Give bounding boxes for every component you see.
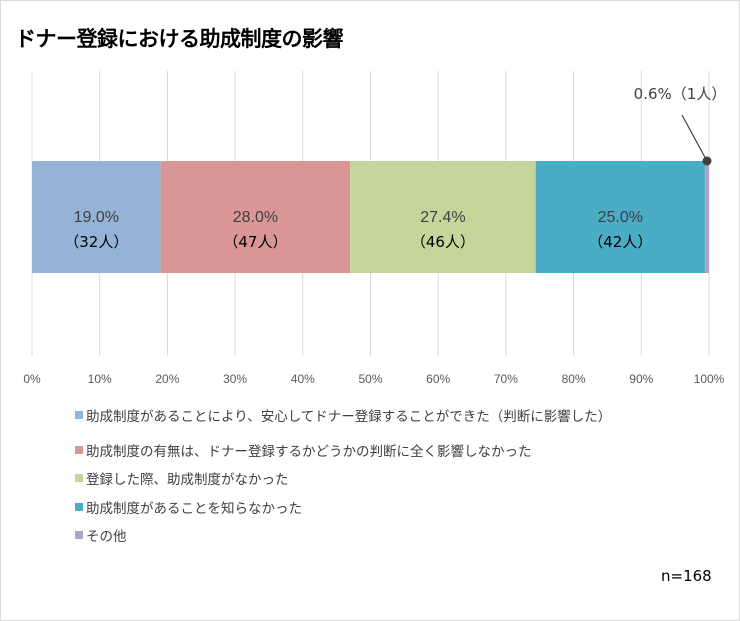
legend-swatch <box>75 474 83 482</box>
sample-size-note: n=168 <box>661 567 712 585</box>
legend-swatch <box>75 531 83 539</box>
legend-item: 登録した際、助成制度がなかった <box>75 468 289 488</box>
legend-label: 登録した際、助成制度がなかった <box>86 472 289 488</box>
data-label: 19.0% <box>74 209 119 226</box>
legend-swatch <box>75 446 83 454</box>
data-label: 0.6%（1人） <box>634 85 727 103</box>
leader-dot <box>702 156 712 166</box>
x-tick-label: 10% <box>88 372 112 386</box>
data-label: 28.0% <box>233 209 278 226</box>
x-tick-label: 30% <box>223 372 247 386</box>
legend-item: その他 <box>75 525 127 545</box>
count-label: （47人） <box>223 233 287 251</box>
x-tick-label: 90% <box>629 372 653 386</box>
bar-segment <box>160 161 351 273</box>
leader-line <box>681 114 708 162</box>
legend-item: 助成制度があることにより、安心してドナー登録することができた（判断に影響した） <box>75 405 611 425</box>
bar-segment <box>32 161 161 273</box>
x-tick-label: 60% <box>426 372 450 386</box>
legend-label: 助成制度があることにより、安心してドナー登録することができた（判断に影響した） <box>86 409 612 425</box>
data-label: 25.0% <box>598 209 643 226</box>
count-label: （46人） <box>411 233 475 251</box>
legend-item: 助成制度の有無は、ドナー登録するかどうかの判断に全く影響しなかった <box>75 440 532 460</box>
x-tick-label: 50% <box>358 372 382 386</box>
count-label: （42人） <box>588 233 652 251</box>
legend-swatch <box>75 411 83 419</box>
bar-segment <box>535 161 705 273</box>
plot-area: 0% 10% 20% 30% 40% 50% 60% 70% 80% 90% 100% 19.0% （3… <box>23 71 727 386</box>
x-tick-label: 80% <box>562 372 586 386</box>
legend-label: 助成制度の有無は、ドナー登録するかどうかの判断に全く影響しなかった <box>86 444 532 460</box>
x-tick-label: 100% <box>694 372 725 386</box>
legend-label: その他 <box>86 529 127 545</box>
x-tick-label: 20% <box>155 372 179 386</box>
bar-segment <box>350 161 536 273</box>
x-tick-label: 40% <box>291 372 315 386</box>
data-label: 27.4% <box>420 209 465 226</box>
bar-segment <box>704 161 709 273</box>
x-tick-label: 70% <box>494 372 518 386</box>
chart-title: ドナー登録における助成制度の影響 <box>15 27 344 51</box>
count-label: （32人） <box>64 233 128 251</box>
legend-swatch <box>75 503 83 511</box>
legend-item: 助成制度があることを知らなかった <box>75 497 302 517</box>
x-tick-label: 0% <box>23 372 41 386</box>
legend-label: 助成制度があることを知らなかった <box>86 501 302 517</box>
